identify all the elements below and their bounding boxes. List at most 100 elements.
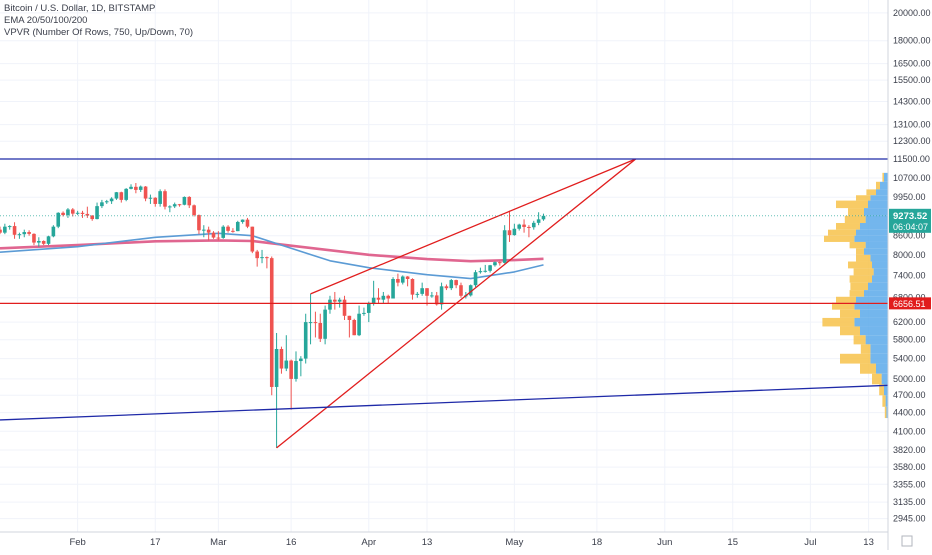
candle-body bbox=[240, 219, 245, 222]
candle-body bbox=[80, 212, 85, 214]
candle bbox=[134, 183, 138, 194]
price-tick-label: 8600.00 bbox=[893, 231, 926, 241]
countdown-label: 06:04:07 bbox=[893, 222, 928, 232]
candle bbox=[333, 291, 337, 310]
candle bbox=[119, 191, 124, 203]
candle-body bbox=[269, 258, 274, 387]
candle-body bbox=[333, 299, 337, 302]
volume-profile-row-up bbox=[870, 353, 888, 364]
candle-body bbox=[211, 232, 216, 238]
volume-profile-row-up bbox=[865, 241, 888, 249]
time-tick-label: May bbox=[505, 537, 523, 548]
candle-body bbox=[37, 240, 41, 243]
time-axis-labels: Feb 17 Mar 16 Apr 13 May 18 Jun 15 Jul 13 bbox=[69, 537, 873, 548]
volume-profile-row-down bbox=[882, 172, 884, 182]
volume-profile-row-down bbox=[824, 235, 855, 242]
marked-level-label: 6656.51 bbox=[893, 299, 926, 309]
candle bbox=[468, 284, 473, 297]
candle bbox=[3, 223, 7, 235]
candle bbox=[250, 226, 255, 254]
volume-profile-row-down bbox=[879, 384, 884, 396]
volume-profile-row-up bbox=[876, 363, 888, 374]
candle bbox=[0, 226, 2, 235]
candle bbox=[430, 291, 434, 298]
candle bbox=[328, 295, 332, 314]
price-tick-label: 4400.00 bbox=[893, 408, 926, 418]
candle bbox=[148, 194, 153, 204]
candle bbox=[454, 279, 458, 289]
candle-body bbox=[245, 219, 250, 227]
time-tick-label: 17 bbox=[150, 537, 161, 548]
candle-body bbox=[51, 226, 56, 237]
vpvr-indicator-label[interactable]: VPVR (Number Of Rows, 750, Up/Down, 70) bbox=[4, 27, 194, 38]
candle-body bbox=[410, 278, 415, 295]
candle bbox=[352, 318, 357, 336]
candle-body bbox=[90, 215, 94, 220]
candle bbox=[439, 282, 444, 310]
candle-body bbox=[187, 196, 192, 206]
time-tick-label: 15 bbox=[727, 537, 738, 548]
ema-indicator-label[interactable]: EMA 20/50/100/200 bbox=[4, 15, 88, 26]
candle bbox=[415, 291, 420, 298]
candle bbox=[100, 199, 104, 209]
candle-body bbox=[517, 224, 522, 229]
candle-body bbox=[473, 272, 478, 286]
price-tick-label: 16500.00 bbox=[893, 59, 931, 69]
candle bbox=[41, 240, 46, 246]
price-tick-label: 3355.00 bbox=[893, 479, 926, 489]
candle bbox=[541, 213, 546, 221]
candle bbox=[27, 230, 31, 236]
candle-body bbox=[85, 213, 90, 216]
volume-profile-row-up bbox=[885, 395, 888, 407]
candle-body bbox=[134, 186, 138, 190]
volume-profile-row-up bbox=[854, 235, 888, 242]
candle bbox=[420, 282, 424, 296]
volume-profile-row-down bbox=[850, 282, 868, 291]
volume-profile-row-up bbox=[860, 309, 888, 318]
volume-profile-row-down bbox=[844, 215, 866, 224]
volume-profile-row-up bbox=[881, 373, 888, 385]
candle-body bbox=[143, 186, 148, 199]
candle bbox=[289, 359, 293, 410]
candle bbox=[357, 305, 361, 337]
candle bbox=[12, 222, 17, 239]
candle bbox=[95, 202, 99, 220]
candle-body bbox=[381, 295, 386, 300]
candle-body bbox=[488, 265, 492, 271]
volume-profile-row-up bbox=[872, 261, 888, 269]
candle-body bbox=[303, 322, 308, 359]
volume-profile-row-down bbox=[872, 373, 882, 385]
candle-body bbox=[138, 186, 143, 190]
candle bbox=[255, 249, 259, 267]
candle-body bbox=[313, 322, 318, 324]
candle-body bbox=[541, 215, 546, 220]
volume-profile-row-up bbox=[868, 282, 888, 291]
candle-body bbox=[498, 262, 502, 264]
candle-body bbox=[468, 285, 473, 296]
candle bbox=[158, 189, 162, 207]
candle bbox=[245, 217, 250, 229]
candle bbox=[172, 202, 177, 209]
volume-profile-row-up bbox=[864, 290, 888, 297]
volume-profile-row-down bbox=[866, 189, 876, 196]
volume-profile-row-down bbox=[822, 317, 855, 327]
candle-body bbox=[66, 209, 70, 216]
candle-body bbox=[104, 201, 109, 203]
volume-profile-row-down bbox=[849, 290, 864, 297]
candle-body bbox=[522, 224, 526, 227]
candle-body bbox=[439, 286, 444, 305]
candle bbox=[362, 307, 366, 316]
candle bbox=[381, 291, 386, 304]
candle bbox=[284, 335, 289, 372]
volume-profile-row-down bbox=[840, 353, 871, 364]
symbol-title[interactable]: Bitcoin / U.S. Dollar, 1D, BITSTAMP bbox=[4, 3, 156, 14]
time-tick-label: Jul bbox=[804, 537, 816, 548]
candle-body bbox=[337, 299, 342, 302]
candle-body bbox=[405, 276, 410, 279]
candle-body bbox=[294, 361, 298, 379]
volume-profile-row-down bbox=[836, 296, 856, 303]
candle bbox=[308, 293, 313, 345]
candle-body bbox=[197, 215, 201, 231]
candle-body bbox=[454, 280, 458, 286]
